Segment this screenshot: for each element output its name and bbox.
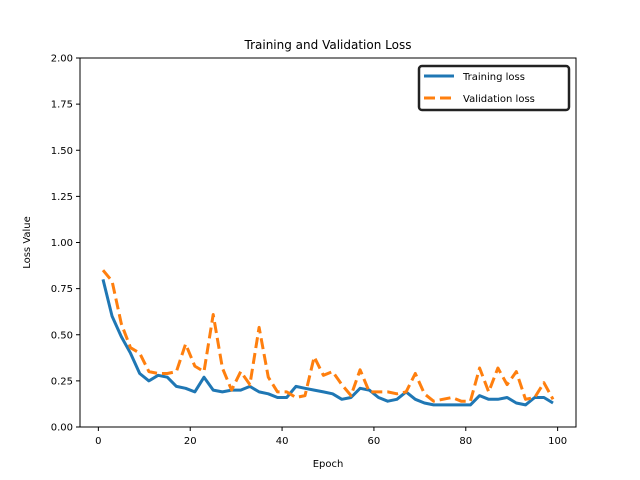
x-axis-ticks: 0 20 40 60 80 100: [95, 427, 567, 447]
x-tick-label: 80: [459, 436, 472, 447]
y-tick-label: 0.50: [51, 330, 73, 341]
x-tick-label: 20: [184, 436, 197, 447]
legend-box: [417, 64, 571, 112]
validation-loss-line: [101, 269, 555, 403]
x-axis-label: Epoch: [313, 459, 344, 470]
y-tick-label: 1.25: [51, 192, 73, 203]
x-tick-label: 0: [95, 436, 101, 447]
y-tick-label: 1.50: [51, 146, 73, 157]
plot-lines: [101, 269, 555, 407]
y-axis-label: Loss Value: [22, 216, 33, 269]
y-tick-label: 0.00: [51, 423, 73, 434]
x-tick-label: 60: [368, 436, 381, 447]
x-tick-label: 40: [276, 436, 289, 447]
chart-title: Training and Validation Loss: [244, 38, 412, 52]
legend-label-validation: Validation loss: [463, 94, 535, 105]
y-tick-label: 0.25: [51, 376, 73, 387]
y-tick-label: 2.00: [51, 54, 73, 65]
legend-label-training: Training loss: [462, 72, 525, 83]
y-tick-label: 1.75: [51, 100, 73, 111]
y-tick-label: 0.75: [51, 284, 73, 295]
training-loss-line: [101, 279, 554, 407]
x-tick-label: 100: [548, 436, 567, 447]
y-axis-ticks: 0.00 0.25 0.50 0.75 1.00 1.25 1.50 1.75 2.00: [51, 54, 80, 434]
legend: Training loss Validation loss: [417, 64, 571, 112]
y-tick-label: 1.00: [51, 238, 73, 249]
